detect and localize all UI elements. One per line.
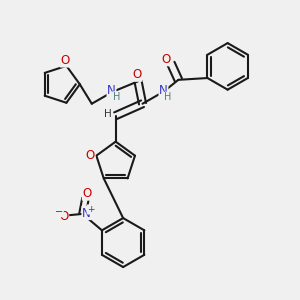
Text: O: O — [161, 53, 171, 66]
Text: N: N — [82, 206, 91, 220]
Text: H: H — [112, 92, 120, 102]
Text: O: O — [60, 54, 70, 67]
Text: N: N — [159, 84, 168, 98]
Text: H: H — [164, 92, 171, 102]
Text: O: O — [82, 187, 91, 200]
Text: O: O — [59, 210, 69, 223]
Text: +: + — [87, 205, 94, 214]
Text: O: O — [86, 149, 95, 162]
Text: −: − — [55, 207, 63, 217]
Text: O: O — [133, 68, 142, 81]
Text: H: H — [104, 110, 112, 119]
Text: N: N — [107, 84, 116, 97]
